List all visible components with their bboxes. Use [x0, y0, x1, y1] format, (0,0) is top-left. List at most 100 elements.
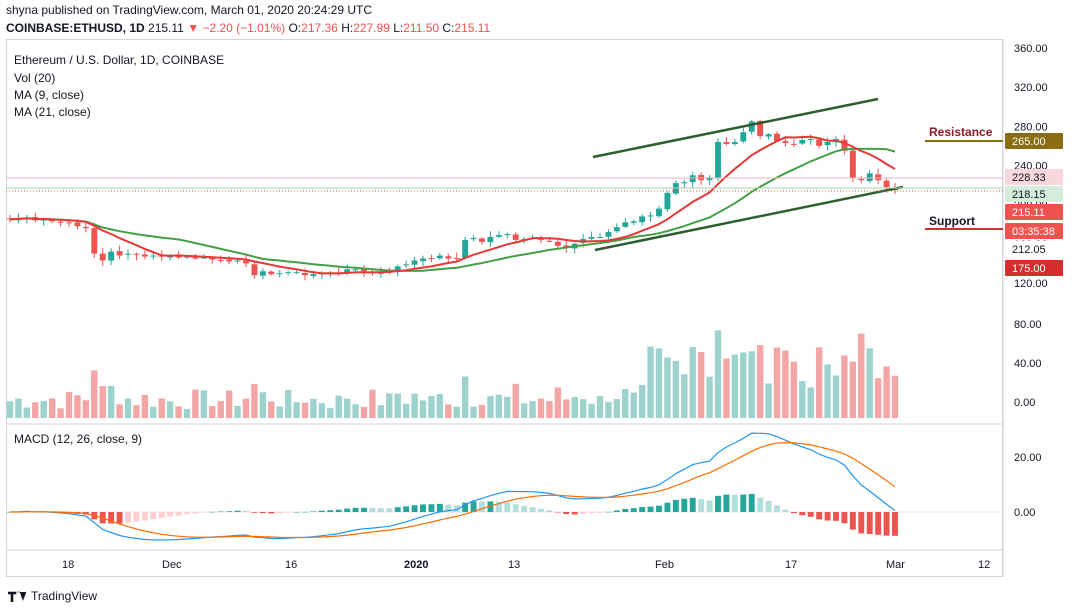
candle-body[interactable] — [293, 272, 300, 274]
candle-body[interactable] — [411, 260, 418, 265]
candle-body[interactable] — [706, 177, 713, 181]
candle-body[interactable] — [344, 269, 351, 273]
candle-body[interactable] — [715, 142, 721, 178]
candle-body[interactable] — [681, 182, 688, 184]
candle-body[interactable] — [167, 256, 174, 258]
candle-body[interactable] — [630, 221, 637, 223]
time-axis[interactable]: 18 Dec 16 2020 13 Feb 17 Mar 12 — [62, 559, 990, 571]
candle-body[interactable] — [209, 257, 216, 260]
candle-body[interactable] — [200, 257, 207, 259]
candle-body[interactable] — [66, 222, 72, 224]
candle-body[interactable] — [647, 215, 654, 217]
candle-body[interactable] — [841, 139, 848, 151]
macd-histogram-bar — [167, 512, 174, 517]
candle-body[interactable] — [108, 251, 115, 261]
candle-body[interactable] — [192, 256, 199, 259]
footer[interactable]: TradingView — [8, 589, 97, 603]
candle-body[interactable] — [125, 253, 131, 255]
candle-body[interactable] — [234, 260, 241, 262]
upper-trendline[interactable] — [592, 97, 879, 159]
candle-body[interactable] — [49, 220, 56, 222]
candle-body[interactable] — [656, 208, 662, 217]
macd-histogram-bar — [192, 512, 199, 514]
lower-trendline[interactable] — [594, 185, 904, 252]
candle-body[interactable] — [251, 264, 258, 276]
candle-body[interactable] — [866, 173, 873, 181]
candle-body[interactable] — [445, 256, 452, 259]
candle-body[interactable] — [310, 274, 317, 277]
candle-body[interactable] — [403, 264, 410, 266]
candle-body[interactable] — [748, 121, 755, 132]
candle-body[interactable] — [512, 234, 519, 240]
candle-body[interactable] — [588, 236, 595, 239]
candle-body[interactable] — [807, 139, 814, 141]
candle-body[interactable] — [361, 268, 367, 272]
candle-body[interactable] — [268, 271, 275, 275]
candle-body[interactable] — [57, 221, 64, 223]
candle-body[interactable] — [150, 255, 157, 257]
candle-body[interactable] — [436, 255, 443, 259]
candle-body[interactable] — [790, 143, 797, 145]
candle-body[interactable] — [226, 259, 233, 262]
candle-body[interactable] — [479, 238, 485, 242]
candle-body[interactable] — [554, 241, 561, 246]
candle-body[interactable] — [184, 256, 190, 258]
candle-body[interactable] — [428, 258, 435, 260]
candle-body[interactable] — [765, 134, 772, 137]
candle-body[interactable] — [799, 140, 806, 144]
candle-body[interactable] — [504, 234, 511, 236]
candle-body[interactable] — [605, 232, 612, 237]
candle-body[interactable] — [664, 192, 671, 210]
candle-body[interactable] — [82, 226, 89, 229]
candle-body[interactable] — [91, 228, 98, 254]
candle-body[interactable] — [141, 254, 148, 257]
volume-bar — [773, 347, 781, 418]
candle-body[interactable] — [639, 216, 646, 223]
price-badge-label: 212.05 — [1012, 244, 1046, 256]
candle-body[interactable] — [774, 133, 780, 142]
candle-body[interactable] — [849, 150, 856, 179]
volume-bar — [369, 389, 376, 418]
candle-body[interactable] — [689, 175, 696, 183]
candle-body[interactable] — [731, 142, 738, 144]
candle-body[interactable] — [133, 253, 140, 255]
candle-body[interactable] — [74, 222, 81, 227]
candle-body[interactable] — [487, 236, 494, 243]
candle-body[interactable] — [723, 142, 730, 144]
candle-body[interactable] — [99, 253, 106, 261]
candle-body[interactable] — [538, 238, 544, 240]
candle-body[interactable] — [453, 258, 460, 260]
candle-body[interactable] — [757, 120, 764, 137]
macd-histogram-bar — [715, 495, 721, 512]
candle-body[interactable] — [875, 174, 882, 181]
candle-body[interactable] — [546, 240, 553, 242]
price-badge: 175.00 — [1005, 260, 1063, 276]
candle-body[interactable] — [613, 227, 620, 232]
time-tick: 18 — [62, 559, 74, 571]
candle-body[interactable] — [394, 266, 401, 273]
candle-body[interactable] — [782, 141, 789, 143]
candle-body[interactable] — [352, 269, 359, 271]
candle-body[interactable] — [740, 132, 747, 142]
candle-body[interactable] — [243, 260, 249, 264]
volume-bar — [622, 388, 629, 418]
candle-body[interactable] — [175, 255, 182, 258]
candle-body[interactable] — [816, 139, 823, 146]
candle-body[interactable] — [462, 239, 469, 258]
candle-body[interactable] — [824, 142, 831, 146]
candle-body[interactable] — [420, 258, 426, 262]
candle-body[interactable] — [495, 235, 502, 237]
candle-body[interactable] — [285, 272, 292, 274]
candle-body[interactable] — [858, 179, 865, 181]
candle-body[interactable] — [116, 251, 123, 256]
candle-body[interactable] — [883, 180, 890, 188]
candle-body[interactable] — [276, 273, 283, 275]
candle-body[interactable] — [597, 236, 603, 238]
candle-body[interactable] — [470, 237, 477, 240]
candle-body[interactable] — [302, 272, 308, 276]
candle-body[interactable] — [217, 260, 224, 262]
candle-body[interactable] — [259, 271, 266, 276]
volume-bar — [141, 394, 149, 418]
candle-body[interactable] — [622, 222, 629, 227]
